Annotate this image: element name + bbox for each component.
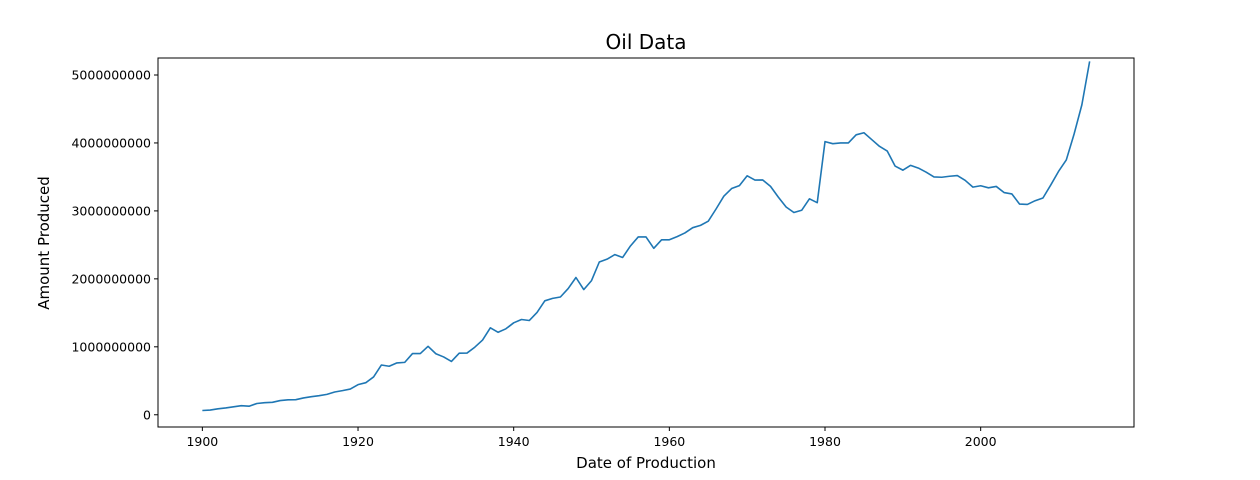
y-tick-label: 0 — [143, 407, 151, 422]
x-tick-label: 1940 — [498, 434, 530, 449]
series-line — [202, 61, 1091, 412]
y-axis-label: Amount Produced — [35, 176, 53, 310]
x-tick-label: 1960 — [653, 434, 685, 449]
y-tick-label: 4000000000 — [71, 135, 151, 150]
y-tick-label: 5000000000 — [71, 67, 151, 82]
y-tick-label: 1000000000 — [71, 339, 151, 354]
chart-title: Oil Data — [606, 30, 687, 54]
x-tick-label: 1980 — [809, 434, 841, 449]
y-tick-label: 2000000000 — [71, 271, 151, 286]
x-tick-label: 2000 — [965, 434, 997, 449]
plot-frame — [157, 57, 1135, 428]
x-tick-label: 1900 — [186, 434, 218, 449]
plot-area: 1900 1920 1940 1960 1980 2000 0 1000000000 20000… — [71, 57, 1135, 449]
y-tick-label: 3000000000 — [71, 203, 151, 218]
x-axis-label: Date of Production — [576, 454, 716, 472]
x-tick-label: 1920 — [342, 434, 374, 449]
